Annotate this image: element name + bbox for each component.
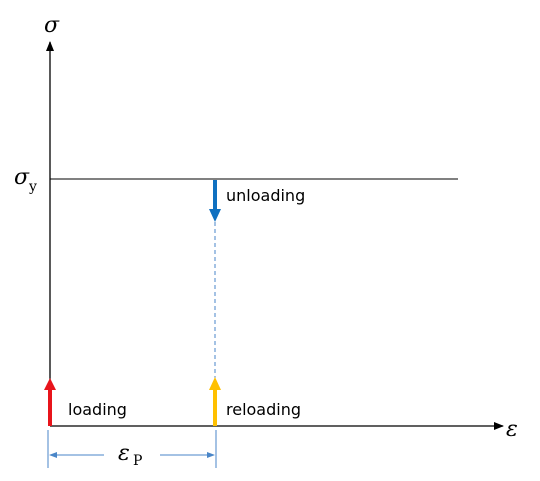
yield-subscript: y (28, 179, 37, 195)
loading-label: loading (68, 400, 127, 419)
reloading-arrowhead (209, 377, 221, 390)
plastic-strain-subscript: P (133, 453, 142, 469)
yield-symbol: σ (14, 165, 30, 190)
reloading-label: reloading (226, 400, 301, 419)
y-axis-label: σ (44, 13, 60, 38)
unloading-arrowhead (209, 209, 221, 222)
unloading-label: unloading (226, 186, 305, 205)
plastic-strain-symbol: ε (118, 441, 130, 466)
x-axis-label: ε (506, 417, 518, 442)
loading-arrowhead (44, 378, 56, 390)
